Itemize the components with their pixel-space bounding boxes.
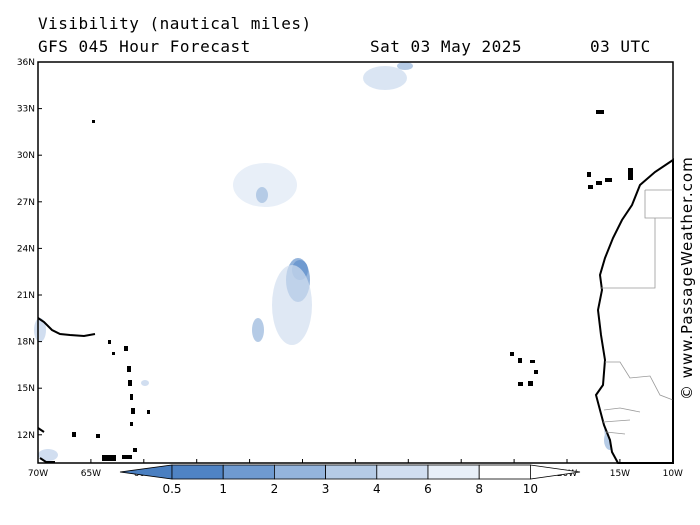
latitude-label: 21N bbox=[17, 291, 35, 301]
longitude-label: 15W bbox=[610, 469, 630, 479]
colorbar-segment bbox=[325, 464, 378, 480]
colorbar-label: 3 bbox=[322, 482, 330, 496]
colorbar-label: 1 bbox=[219, 482, 227, 496]
canary-islands bbox=[587, 168, 633, 189]
forecast-date: Sat 03 May 2025 bbox=[370, 37, 522, 56]
forecast-subtitle: GFS 045 Hour Forecast bbox=[38, 37, 251, 56]
latitude-label: 18N bbox=[17, 338, 35, 348]
colorbar-segment bbox=[478, 464, 531, 480]
map-frame bbox=[37, 61, 674, 464]
colorbar-label: 6 bbox=[424, 482, 432, 496]
longitude-label: 70W bbox=[28, 469, 48, 479]
africa-coastline bbox=[594, 158, 674, 464]
latitude-label: 27N bbox=[17, 198, 35, 208]
visibility-colorbar: 0.5 1 2 3 4 6 8 10 bbox=[119, 464, 581, 496]
latitude-label: 12N bbox=[17, 431, 35, 441]
colorbar-label: 0.5 bbox=[162, 482, 181, 496]
colorbar-segment bbox=[171, 464, 224, 480]
colorbar-segment bbox=[427, 464, 480, 480]
caribbean-islands bbox=[37, 317, 96, 463]
longitude-label: 10W bbox=[663, 469, 683, 479]
latitude-label: 30N bbox=[17, 151, 35, 161]
colorbar-segment bbox=[376, 464, 429, 480]
map-title: Visibility (nautical miles) bbox=[38, 14, 312, 33]
colorbar-label: 10 bbox=[523, 482, 538, 496]
forecast-time: 03 UTC bbox=[590, 37, 651, 56]
colorbar-label: 8 bbox=[475, 482, 483, 496]
cape-verde-islands bbox=[510, 352, 538, 386]
latitude-label: 33N bbox=[17, 105, 35, 115]
visibility-patches bbox=[34, 62, 656, 461]
latitude-axis: 36N 33N 30N 27N 24N 21N 18N 15N 12N bbox=[17, 58, 42, 441]
latitude-label: 36N bbox=[17, 58, 35, 68]
madeira-islands bbox=[596, 110, 604, 114]
lesser-antilles bbox=[72, 120, 150, 461]
colorbar-segment bbox=[222, 464, 275, 480]
longitude-label: 65W bbox=[81, 469, 101, 479]
colorbar-segment bbox=[273, 464, 326, 480]
latitude-label: 15N bbox=[17, 384, 35, 394]
colorbar-label: 4 bbox=[373, 482, 381, 496]
latitude-label: 24N bbox=[17, 244, 35, 254]
colorbar-label: 2 bbox=[271, 482, 279, 496]
colorbar-segment bbox=[530, 464, 581, 480]
